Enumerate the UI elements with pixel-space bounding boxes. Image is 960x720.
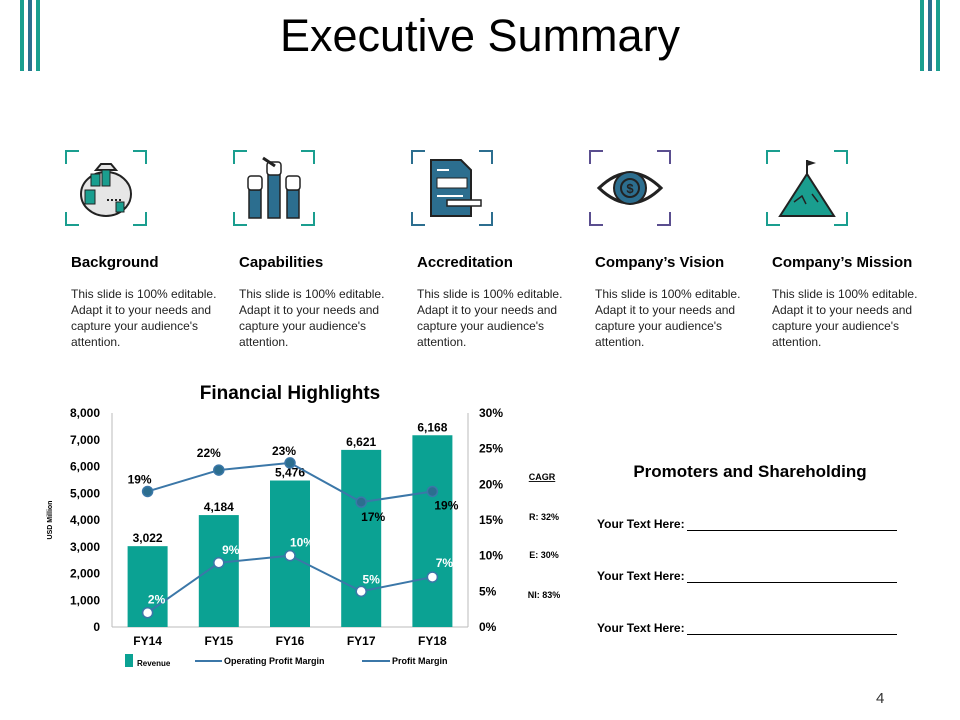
- cagr-item: NI: 83%: [528, 590, 561, 600]
- profit-margin-label: 7%: [436, 556, 454, 570]
- card-heading: Accreditation: [417, 254, 513, 271]
- revenue-bar: [412, 435, 453, 627]
- y2-tick-label: 25%: [479, 442, 503, 456]
- y2-tick-label: 0%: [479, 620, 497, 634]
- promoter-field-label: Your Text Here:: [597, 621, 685, 635]
- promoters-title: Promoters and Shareholding: [633, 462, 867, 481]
- cagr-title: CAGR: [529, 472, 556, 482]
- x-tick-label: FY15: [204, 634, 233, 648]
- document-pen-icon: [430, 159, 482, 217]
- eye-dollar-icon: $: [596, 171, 664, 205]
- operating-margin-point: [213, 464, 225, 476]
- operating-margin-point: [426, 485, 439, 498]
- profit-margin-point: [213, 557, 225, 569]
- profit-margin-point: [355, 585, 367, 598]
- operating-margin-label: 23%: [272, 444, 296, 458]
- y2-tick-label: 10%: [479, 549, 503, 563]
- y-tick-label: 3,000: [70, 540, 100, 554]
- profit-margin-point: [426, 571, 439, 583]
- legend-revenue-label: Revenue: [137, 659, 171, 668]
- card-heading: Company’s Mission: [772, 254, 913, 271]
- y-tick-label: 6,000: [70, 460, 100, 474]
- x-tick-label: FY18: [418, 634, 447, 648]
- profit-margin-label: 5%: [363, 572, 381, 586]
- operating-margin-label: 22%: [197, 446, 221, 460]
- profit-margin-point: [141, 606, 154, 619]
- revenue-bar-label: 6,621: [346, 435, 376, 449]
- svg-text:$: $: [626, 181, 634, 196]
- legend-profit-margin-label: Profit Margin: [392, 656, 448, 666]
- card-body: This slide is 100% editable. Adapt it to…: [417, 287, 563, 349]
- y-axis-title: USD Million: [47, 501, 54, 540]
- promoter-field[interactable]: Your Text Here:: [597, 620, 897, 635]
- revenue-bar-label: 5,476: [275, 466, 305, 480]
- card-icon-frame: [65, 150, 147, 226]
- card-icon-frame: [233, 150, 315, 226]
- revenue-bar-label: 3,022: [133, 531, 163, 545]
- profit-margin-label: 2%: [148, 593, 166, 607]
- y-tick-label: 4,000: [70, 513, 100, 527]
- card-heading: Company’s Vision: [595, 254, 725, 271]
- card-heading: Capabilities: [239, 254, 324, 271]
- profit-margin-point: [284, 549, 296, 562]
- cagr-item: R: 32%: [529, 512, 559, 522]
- revenue-bar: [198, 515, 239, 627]
- financial-highlights-chart: 0 1,000 2,000 3,000 4,000 5,000 6,000 7,000 8,00…: [47, 406, 561, 668]
- card-body: This slide is 100% editable. Adapt it to…: [595, 287, 741, 349]
- y2-tick-label: 5%: [479, 584, 497, 598]
- revenue-bar-label: 6,168: [417, 420, 447, 434]
- chart-title: Financial Highlights: [199, 383, 381, 404]
- y-tick-label: 7,000: [70, 433, 100, 447]
- card-body: This slide is 100% editable. Adapt it to…: [239, 287, 385, 349]
- operating-margin-point: [141, 485, 154, 498]
- y-tick-label: 8,000: [70, 406, 100, 420]
- operating-margin-label: 19%: [434, 498, 458, 512]
- promoter-field[interactable]: Your Text Here:: [597, 568, 897, 583]
- promoter-field-label: Your Text Here:: [597, 517, 685, 531]
- raised-hands-icon: [247, 156, 301, 219]
- promoter-field-label: Your Text Here:: [597, 569, 685, 583]
- operating-margin-label: 19%: [128, 472, 152, 486]
- page-number: 4: [876, 690, 885, 707]
- revenue-bar-label: 4,184: [204, 500, 234, 514]
- operating-margin-label: 17%: [361, 510, 385, 524]
- card-icon-frame: $: [589, 150, 671, 226]
- revenue-bar: [341, 449, 382, 627]
- card-icon-frame: [411, 150, 493, 226]
- legend-revenue-swatch: [125, 654, 133, 667]
- y-tick-label: 1,000: [70, 593, 100, 607]
- card-icon-frame: [766, 150, 848, 226]
- x-tick-label: FY14: [133, 634, 162, 648]
- mountain-flag-icon: [778, 160, 836, 217]
- legend-operating-margin-label: Operating Profit Margin: [224, 656, 325, 666]
- x-tick-label: FY17: [347, 634, 376, 648]
- slide-title: Executive Summary: [279, 10, 681, 61]
- city-bag-icon: [80, 163, 132, 217]
- promoter-field[interactable]: Your Text Here:: [597, 516, 897, 531]
- y-tick-label: 0: [93, 620, 100, 634]
- y2-tick-label: 20%: [479, 477, 503, 491]
- x-tick-label: FY16: [276, 634, 305, 648]
- y-tick-label: 5,000: [70, 486, 100, 500]
- y-tick-label: 2,000: [70, 567, 100, 581]
- card-body: This slide is 100% editable. Adapt it to…: [772, 287, 918, 349]
- card-heading: Background: [71, 254, 159, 271]
- y2-tick-label: 15%: [479, 513, 503, 527]
- cagr-item: E: 30%: [529, 550, 559, 560]
- operating-margin-point: [355, 496, 367, 508]
- profit-margin-label: 9%: [222, 543, 240, 557]
- operating-margin-point: [284, 457, 296, 469]
- profit-margin-label: 10%: [290, 536, 314, 550]
- card-body: This slide is 100% editable. Adapt it to…: [71, 287, 217, 349]
- y2-tick-label: 30%: [479, 406, 503, 420]
